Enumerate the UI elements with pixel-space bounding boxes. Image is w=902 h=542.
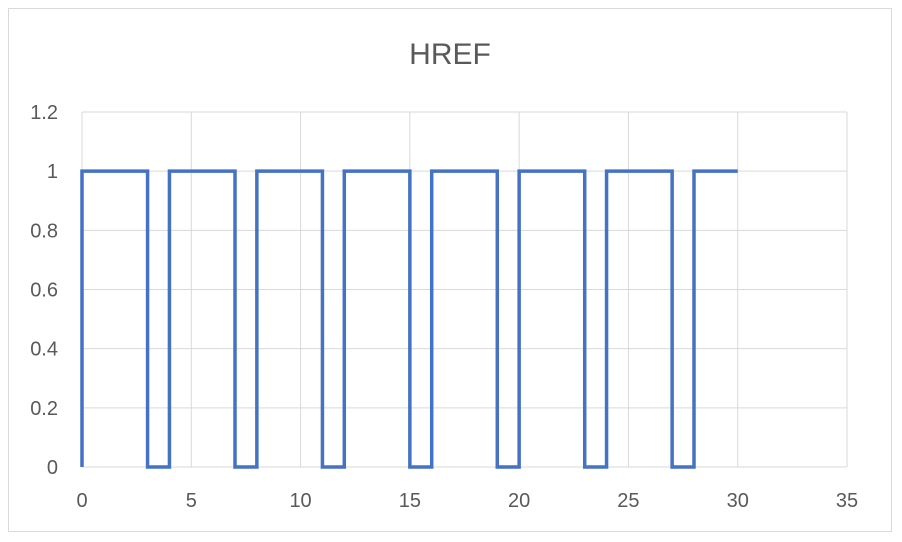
y-tick-label: 1.2: [30, 102, 58, 124]
grid-layer: [81, 111, 848, 468]
series-layer: [80, 169, 738, 469]
x-tick-label: 15: [399, 490, 421, 512]
y-tick-label: 0.4: [30, 339, 58, 361]
tick-layer: 0 0.2 0.4 0.6 0.8 1 1.2 0 5 10 15 20 25 30 35: [30, 102, 858, 512]
x-tick-label: 25: [617, 490, 639, 512]
x-tick-label: 0: [76, 490, 87, 512]
chart-frame: [8, 8, 892, 532]
href-series-line: [80, 169, 738, 469]
x-tick-label: 30: [727, 490, 749, 512]
x-tick-label: 35: [836, 490, 858, 512]
y-tick-label: 0.2: [30, 398, 58, 420]
chart-title: HREF: [409, 38, 491, 71]
y-tick-label: 1: [47, 161, 58, 183]
x-tick-label: 20: [508, 490, 530, 512]
x-tick-label: 10: [289, 490, 311, 512]
x-tick-label: 5: [186, 490, 197, 512]
y-tick-label: 0.6: [30, 280, 58, 302]
y-tick-label: 0.8: [30, 220, 58, 242]
y-tick-label: 0: [47, 457, 58, 479]
